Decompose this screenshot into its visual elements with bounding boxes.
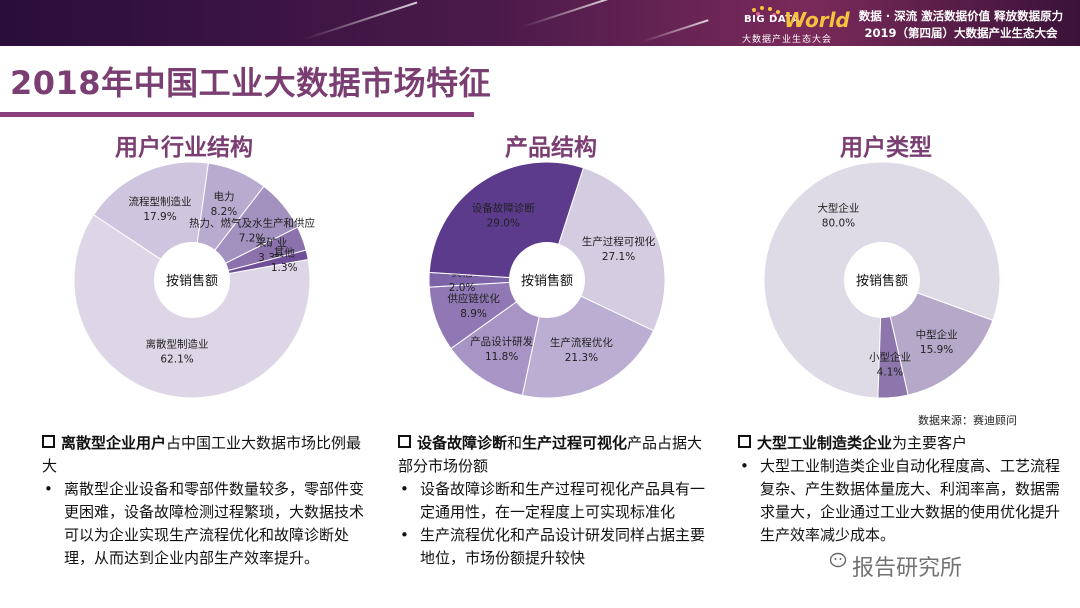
panel-user-type: 大型工业制造类企业为主要客户 • 大型工业制造类企业自动化程度高、工艺流程复杂、… <box>738 432 1060 547</box>
donut-hole <box>509 242 585 318</box>
dot-bullet-icon: • <box>400 480 409 498</box>
slice-value-label: 17.9% <box>143 211 176 223</box>
industry-structure-pie: 离散型制造业 62.1% 流程型制造业 17.9% 电力 8.2%热力、燃气及水生产和供应… <box>73 161 316 399</box>
slice-label: 产品设计研发 <box>470 335 533 348</box>
panel-industry-heading: 离散型企业用户占中国工业大数据市场比例最大 <box>42 432 364 478</box>
panel-product-heading-mid: 和 <box>507 434 523 452</box>
slice-label: 电力 <box>213 190 234 203</box>
square-bullet-icon <box>398 435 411 448</box>
slice-value-label: 80.0% <box>822 217 855 229</box>
slice-label: 离散型制造业 <box>146 338 209 351</box>
center-label: 按销售额 <box>521 273 573 289</box>
slice-value-label: 1.3% <box>271 262 298 274</box>
slice-label: 流程型制造业 <box>129 195 192 208</box>
wechat-icon <box>830 552 847 568</box>
page-title: 2018年中国工业大数据市场特征 <box>10 64 492 102</box>
slice-label: 生产过程可视化 <box>582 235 656 248</box>
dot-bullet-icon: • <box>400 526 409 544</box>
section-title-user-type: 用户类型 <box>840 135 932 161</box>
panel-product-bullet-2: • 生产流程优化和产品设计研发同样占据主要地位，市场份额提升较快 <box>398 524 710 570</box>
slice-value-label: 15.9% <box>920 344 953 356</box>
slice-label: 中型企业 <box>916 328 958 341</box>
square-bullet-icon <box>42 435 55 448</box>
slice-label: 设备故障诊断 <box>472 202 535 215</box>
conference-slogan: 数据 · 深流 激活数据价值 释放数据原力 2019（第四届）大数据产业生态大会 <box>848 8 1074 42</box>
panel-product-heading-rest: 产品占据大部分市场份额 <box>398 434 703 475</box>
panel-user-type-bullet-text: 大型工业制造类企业自动化程度高、工艺流程复杂、产生数据体量庞大、利润率高，数据需… <box>760 457 1061 544</box>
slice-label: 热力、燃气及水生产和供应 <box>189 216 315 229</box>
panel-product: 设备故障诊断和生产过程可视化产品占据大部分市场份额 • 设备故障诊断和生产过程可… <box>398 432 710 570</box>
dot-bullet-icon: • <box>740 457 749 475</box>
slice-label: 小型企业 <box>869 351 911 364</box>
logo-world-text: World <box>784 8 850 32</box>
slogan-line-2: 2019（第四届）大数据产业生态大会 <box>864 26 1058 40</box>
header-banner: BIG DATA World 大数据产业生态大会 数据 · 深流 激活数据价值 … <box>0 0 1080 46</box>
user-type-pie: 大型企业 80.0% 中型企业 15.9% 小型企业 4.1% 按销售额 <box>763 161 1001 399</box>
panel-user-type-heading-bold: 大型工业制造类企业 <box>757 434 893 452</box>
panel-product-heading-bold: 设备故障诊断 <box>417 434 508 452</box>
panel-user-type-heading-rest: 为主要客户 <box>892 434 968 452</box>
product-structure-pie: 生产过程可视化 27.1% 生产流程优化 21.3% 产品设计研发 11.8% 供应链优化 8… <box>428 161 666 399</box>
panel-industry-bullet-text: 离散型企业设备和零部件数量较多，零部件变更困难，设备故障检测过程繁琐，大数据技术… <box>64 480 365 567</box>
panel-product-bullet-1: • 设备故障诊断和生产过程可视化产品具有一定通用性，在一定程度上可实现标准化 <box>398 478 710 524</box>
dot-bullet-icon: • <box>44 480 53 498</box>
slice-label: 采矿业 <box>256 236 288 249</box>
title-underline <box>0 112 474 117</box>
data-source: 数据来源：赛迪顾问 <box>918 414 1017 427</box>
slice-value-label: 8.9% <box>460 308 487 320</box>
donut-hole <box>154 242 230 318</box>
panel-industry-bullet: • 离散型企业设备和零部件数量较多，零部件变更困难，设备故障检测过程繁琐，大数据… <box>42 478 364 570</box>
slice-value-label: 27.1% <box>602 251 635 263</box>
section-title-industry: 用户行业结构 <box>115 135 253 161</box>
square-bullet-icon <box>738 435 751 448</box>
slogan-line-1: 数据 · 深流 激活数据价值 释放数据原力 <box>858 9 1064 23</box>
panel-industry-heading-rest: 占中国工业大数据市场比例最大 <box>42 434 362 475</box>
panel-product-bullet-2-text: 生产流程优化和产品设计研发同样占据主要地位，市场份额提升较快 <box>420 526 706 567</box>
panel-user-type-heading: 大型工业制造类企业为主要客户 <box>738 432 1060 455</box>
slice-value-label: 62.1% <box>160 354 193 366</box>
slice-value-label: 29.0% <box>487 218 520 230</box>
watermark: 报告研究所 <box>852 556 963 581</box>
slice-label: 供应链优化 <box>447 292 500 305</box>
panel-product-heading-bold2: 生产过程可视化 <box>522 434 628 452</box>
slice-label: 其他 <box>274 246 295 259</box>
pie-slice <box>881 279 994 396</box>
slice-value-label: 8.2% <box>211 206 238 218</box>
slice-value-label: 2.0% <box>449 282 476 294</box>
center-label: 按销售额 <box>856 273 908 289</box>
panel-user-type-bullet: • 大型工业制造类企业自动化程度高、工艺流程复杂、产生数据体量庞大、利润率高，数… <box>738 455 1060 547</box>
slice-value-label: 7.2% <box>239 232 266 244</box>
panel-product-heading: 设备故障诊断和生产过程可视化产品占据大部分市场份额 <box>398 432 710 478</box>
panel-industry-heading-bold: 离散型企业用户 <box>61 434 167 452</box>
section-title-product: 产品结构 <box>505 135 597 161</box>
panel-product-bullet-1-text: 设备故障诊断和生产过程可视化产品具有一定通用性，在一定程度上可实现标准化 <box>420 480 706 521</box>
slice-value-label: 4.1% <box>877 367 904 379</box>
slice-label: 大型企业 <box>817 201 859 214</box>
slice-value-label: 11.8% <box>485 351 518 363</box>
donut-hole <box>844 242 920 318</box>
slice-label: 生产流程优化 <box>550 336 613 349</box>
bigdataworld-logo: BIG DATA World 大数据产业生态大会 <box>738 6 850 45</box>
logo-subtitle: 大数据产业生态大会 <box>742 35 833 45</box>
panel-industry: 离散型企业用户占中国工业大数据市场比例最大 • 离散型企业设备和零部件数量较多，… <box>42 432 364 570</box>
slice-value-label: 21.3% <box>565 352 598 364</box>
center-label: 按销售额 <box>166 273 218 289</box>
logo-big-text: BIG DATA <box>744 14 801 25</box>
